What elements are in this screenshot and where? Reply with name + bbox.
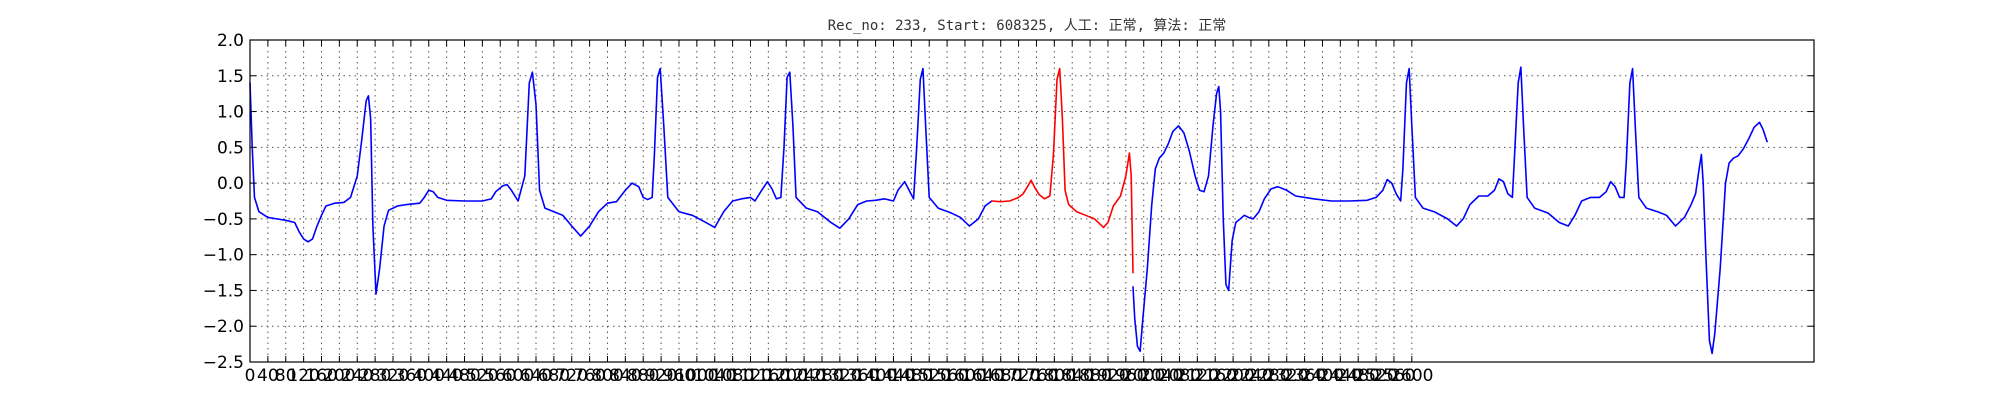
x-tick-label: 2520 xyxy=(1354,366,1397,386)
x-tick-label: 2440 xyxy=(1319,366,1362,386)
x-tick-label: 1720 xyxy=(997,366,1040,386)
x-tick-label: 240 xyxy=(341,366,373,386)
y-tick-label: 1.0 xyxy=(217,103,244,123)
x-tick-label: 520 xyxy=(466,366,498,386)
x-tick-label: 2200 xyxy=(1211,366,1254,386)
x-tick-label: 840 xyxy=(609,366,641,386)
y-tick-label: 1.5 xyxy=(217,67,244,87)
x-tick-label: 1880 xyxy=(1068,366,1111,386)
y-tick-label: −1.5 xyxy=(203,281,244,301)
x-tick-label: 1120 xyxy=(729,366,772,386)
axis-ticks xyxy=(249,39,1814,363)
x-tick-label: 1040 xyxy=(693,366,736,386)
x-tick-label: 2400 xyxy=(1301,366,1344,386)
x-tick-label: 80 xyxy=(275,366,297,386)
x-tick-label: 1000 xyxy=(675,366,718,386)
x-tick-label: 1320 xyxy=(818,366,861,386)
x-tick-label: 2120 xyxy=(1176,366,1219,386)
signal-series-line-3 xyxy=(1132,66,1768,355)
y-tick-label: −2.0 xyxy=(203,317,244,337)
x-tick-label: 1920 xyxy=(1086,366,1129,386)
x-tick-label: 600 xyxy=(502,366,534,386)
x-tick-label: 1480 xyxy=(890,366,933,386)
x-tick-label: 160 xyxy=(305,366,337,386)
x-tick-label: 1080 xyxy=(711,366,754,386)
x-tick-label: 2240 xyxy=(1229,366,1272,386)
x-tick-label: 920 xyxy=(645,366,677,386)
signal-series-line-1 xyxy=(249,67,993,295)
y-axis-tick-labels: 2.0 1.5 1.0 0.5 0.0 −0.5 −1.0 −1.5 −2.0 −2.5 xyxy=(203,31,244,373)
x-tick-label: 1640 xyxy=(961,366,1004,386)
signal-series-line-2 xyxy=(990,67,1134,274)
x-tick-label: 2320 xyxy=(1265,366,1308,386)
x-tick-label: 2000 xyxy=(1122,366,1165,386)
x-tick-label: 1520 xyxy=(908,366,951,386)
x-tick-label: 280 xyxy=(359,366,391,386)
x-tick-label: 760 xyxy=(573,366,605,386)
x-tick-label: 0 xyxy=(245,366,256,386)
x-tick-label: 40 xyxy=(257,366,279,386)
x-tick-label: 2560 xyxy=(1372,366,1415,386)
x-tick-label: 1240 xyxy=(782,366,825,386)
x-tick-label: 1400 xyxy=(854,366,897,386)
signal-series xyxy=(249,66,1768,355)
x-tick-label: 800 xyxy=(591,366,623,386)
x-tick-label: 1200 xyxy=(765,366,808,386)
x-tick-label: 320 xyxy=(377,366,409,386)
x-tick-label: 1440 xyxy=(872,366,915,386)
x-tick-label: 2480 xyxy=(1337,366,1380,386)
x-tick-label: 480 xyxy=(448,366,480,386)
y-tick-label: 0.0 xyxy=(217,174,244,194)
x-tick-label: 1360 xyxy=(836,366,879,386)
x-tick-label: 1280 xyxy=(800,366,843,386)
x-tick-label: 1760 xyxy=(1015,366,1058,386)
x-tick-label: 1840 xyxy=(1051,366,1094,386)
x-tick-label: 880 xyxy=(627,366,659,386)
y-tick-label: −1.0 xyxy=(203,246,244,266)
plot-frame xyxy=(249,39,1815,363)
x-tick-label: 2600 xyxy=(1390,366,1433,386)
x-tick-label: 560 xyxy=(484,366,516,386)
x-tick-label: 440 xyxy=(430,366,462,386)
y-tick-label: −0.5 xyxy=(203,210,244,230)
x-tick-label: 720 xyxy=(556,366,588,386)
x-tick-label: 640 xyxy=(520,366,552,386)
y-tick-label: 0.5 xyxy=(217,138,244,158)
chart-title: Rec_no: 233, Start: 608325, 人工: 正常, 算法: … xyxy=(828,18,1227,34)
y-tick-label: −2.5 xyxy=(203,353,244,373)
x-tick-label: 960 xyxy=(663,366,695,386)
x-tick-label: 400 xyxy=(413,366,445,386)
x-tick-label: 680 xyxy=(538,366,570,386)
x-tick-label: 2160 xyxy=(1194,366,1237,386)
x-tick-label: 120 xyxy=(287,366,319,386)
x-tick-label: 200 xyxy=(323,366,355,386)
x-tick-label: 1600 xyxy=(943,366,986,386)
x-tick-label: 1160 xyxy=(747,366,790,386)
x-tick-label: 2280 xyxy=(1247,366,1290,386)
x-tick-label: 2360 xyxy=(1283,366,1326,386)
x-tick-label: 1680 xyxy=(979,366,1022,386)
x-tick-label: 360 xyxy=(395,366,427,386)
x-tick-label: 1800 xyxy=(1033,366,1076,386)
x-axis-tick-labels: 0 408012016020024028032036040044048052056… xyxy=(245,366,1434,386)
x-tick-label: 1960 xyxy=(1104,366,1147,386)
x-tick-label: 2080 xyxy=(1158,366,1201,386)
x-tick-label: 1560 xyxy=(925,366,968,386)
y-tick-label: 2.0 xyxy=(217,31,244,51)
x-tick-label: 2040 xyxy=(1140,366,1183,386)
